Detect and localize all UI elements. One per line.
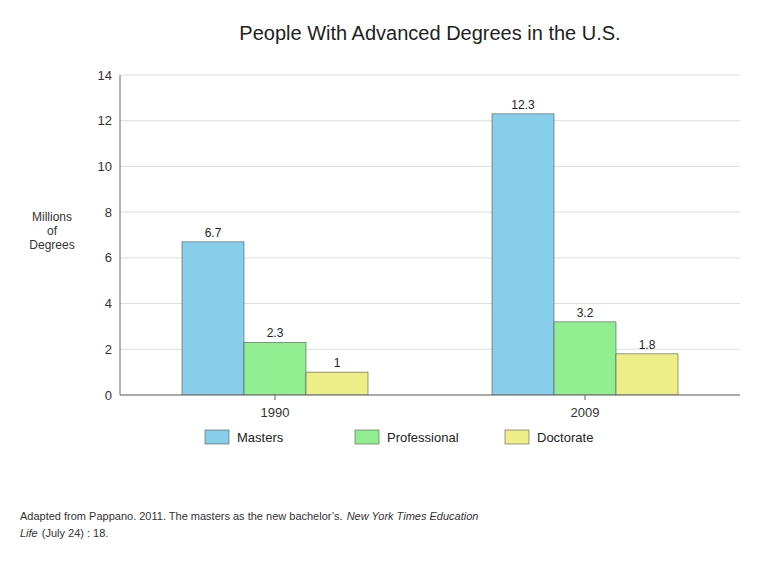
- data-label: 12.3: [511, 98, 535, 112]
- bar: [306, 372, 368, 395]
- y-axis-label-line: of: [47, 224, 58, 238]
- footnote-line: Life (July 24) : 18.: [20, 527, 108, 539]
- bar: [616, 354, 678, 395]
- footnote-text: (July 24) : 18.: [42, 527, 109, 539]
- y-axis-label: MillionsofDegrees: [29, 210, 74, 252]
- bar: [554, 322, 616, 395]
- legend-swatch: [505, 430, 529, 444]
- grid-line: [120, 166, 740, 167]
- x-axis-line: [120, 395, 740, 396]
- x-tick: [275, 395, 276, 400]
- legend-label: Doctorate: [537, 430, 593, 445]
- y-tick-label: 12: [98, 113, 112, 128]
- y-tick-label: 10: [98, 159, 112, 174]
- y-axis-label-line: Degrees: [29, 238, 74, 252]
- y-tick-label: 14: [98, 68, 112, 83]
- data-label: 6.7: [205, 226, 222, 240]
- legend: Masters Professional Doctorate: [205, 430, 593, 445]
- grid-line: [120, 212, 740, 213]
- legend-swatch: [205, 430, 229, 444]
- data-label: 2.3: [267, 326, 284, 340]
- x-tick-label: 1990: [261, 405, 290, 420]
- y-tick-label: 2: [105, 342, 112, 357]
- y-tick-label: 4: [105, 296, 112, 311]
- y-axis-label-line: Millions: [32, 210, 72, 224]
- data-label: 3.2: [577, 306, 594, 320]
- legend-label: Professional: [387, 430, 459, 445]
- bar: [244, 342, 306, 395]
- title: People With Advanced Degrees in the U.S.: [239, 22, 620, 44]
- legend-swatch: [355, 430, 379, 444]
- x-tick-label: 2009: [571, 405, 600, 420]
- grid-line: [120, 120, 740, 121]
- footnote-text: Life: [20, 527, 38, 539]
- footnote-line: Adapted from Pappano. 2011. The masters …: [20, 510, 478, 522]
- grid-line: [120, 75, 740, 76]
- chart: People With Advanced Degrees in the U.S.…: [0, 0, 778, 561]
- data-labels: 6.7 12.3 2.3 3.2 1 1.8: [205, 98, 656, 370]
- bar: [492, 114, 554, 395]
- y-tick-label: 8: [105, 205, 112, 220]
- data-label: 1.8: [639, 338, 656, 352]
- y-axis-line: [120, 75, 121, 395]
- background: [0, 0, 778, 561]
- bar: [182, 242, 244, 395]
- footnote-text: Adapted from Pappano. 2011. The masters …: [20, 510, 343, 522]
- y-tick-label: 0: [105, 388, 112, 403]
- grid-line: [120, 395, 740, 396]
- x-tick: [585, 395, 586, 400]
- legend-label: Masters: [237, 430, 284, 445]
- bars: [182, 114, 678, 395]
- data-label: 1: [334, 356, 341, 370]
- footnote-text: New York Times Education: [347, 510, 479, 522]
- y-tick-label: 6: [105, 250, 112, 265]
